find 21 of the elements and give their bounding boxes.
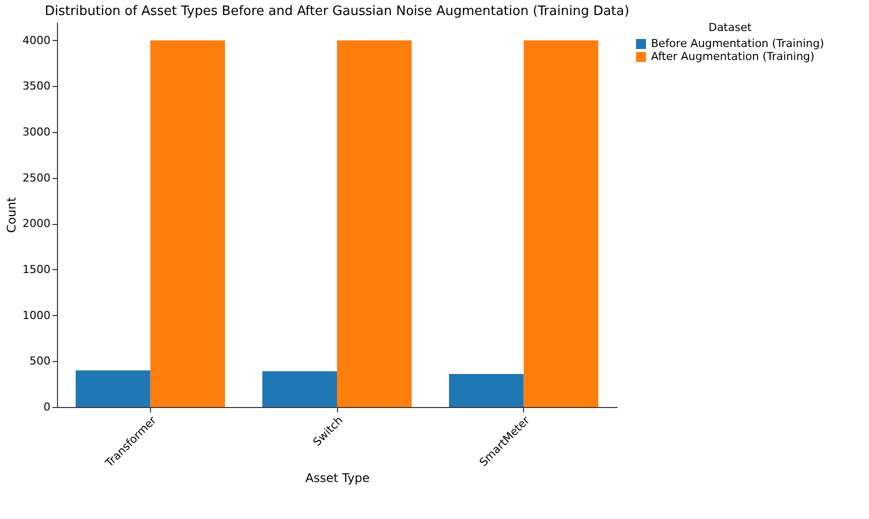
y-axis-title: Count <box>4 196 19 233</box>
y-tick-label: 1000 <box>22 308 50 322</box>
y-tick-label: 3000 <box>22 126 50 138</box>
x-axis-title: Asset Type <box>305 470 370 485</box>
legend-label: After Augmentation (Training) <box>651 50 814 63</box>
y-tick-label: 4000 <box>22 34 50 47</box>
y-tick-label: 500 <box>30 354 50 368</box>
bar <box>262 371 337 407</box>
bar <box>150 40 225 407</box>
legend-title: Dataset <box>708 21 752 34</box>
bar <box>337 40 412 407</box>
legend-label: Before Augmentation (Training) <box>651 37 824 50</box>
y-tick-label: 1500 <box>22 263 50 276</box>
bar <box>449 374 524 407</box>
chart-title: Distribution of Asset Types Before and After Gaussian Noise Augmentation (Training Data) <box>44 4 630 19</box>
y-tick-label: 0 <box>44 400 50 414</box>
bar <box>76 370 150 407</box>
y-tick-label: 2000 <box>22 217 50 230</box>
y-tick-label: 2500 <box>22 171 50 184</box>
bar <box>524 40 598 407</box>
y-tick-label: 3500 <box>22 80 50 93</box>
